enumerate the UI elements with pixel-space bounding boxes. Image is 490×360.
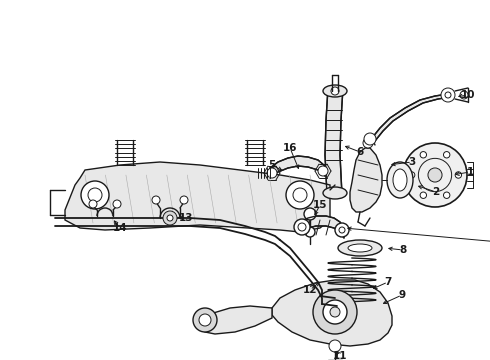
Polygon shape: [270, 156, 325, 178]
Circle shape: [428, 168, 442, 182]
Circle shape: [313, 290, 357, 334]
Text: 10: 10: [461, 90, 475, 100]
Circle shape: [420, 192, 426, 198]
Text: 13: 13: [179, 213, 193, 223]
Circle shape: [323, 300, 347, 324]
Polygon shape: [272, 280, 392, 346]
Circle shape: [286, 181, 314, 209]
Circle shape: [363, 138, 373, 148]
Circle shape: [298, 223, 306, 231]
Circle shape: [167, 215, 173, 221]
Text: 6: 6: [356, 147, 364, 157]
Ellipse shape: [323, 187, 347, 199]
Circle shape: [267, 168, 277, 178]
Ellipse shape: [393, 169, 407, 191]
Circle shape: [294, 219, 310, 235]
Polygon shape: [198, 306, 272, 334]
Circle shape: [163, 211, 177, 225]
Circle shape: [88, 188, 102, 202]
Polygon shape: [350, 148, 382, 212]
Text: 14: 14: [113, 223, 127, 233]
Circle shape: [445, 92, 451, 98]
Text: 7: 7: [384, 277, 392, 287]
Text: 3: 3: [408, 157, 416, 167]
Circle shape: [329, 340, 341, 352]
Text: 5: 5: [269, 160, 275, 170]
Circle shape: [420, 152, 426, 158]
Polygon shape: [65, 162, 330, 232]
Circle shape: [193, 308, 217, 332]
Circle shape: [318, 166, 328, 176]
Text: 8: 8: [399, 245, 407, 255]
Text: 2: 2: [432, 187, 440, 197]
Circle shape: [409, 172, 415, 178]
Circle shape: [339, 227, 345, 233]
Polygon shape: [372, 94, 451, 141]
Circle shape: [180, 196, 188, 204]
Circle shape: [364, 133, 376, 145]
Circle shape: [199, 314, 211, 326]
Circle shape: [81, 181, 109, 209]
Circle shape: [304, 208, 316, 220]
Circle shape: [305, 227, 315, 237]
Ellipse shape: [323, 85, 347, 97]
Text: 16: 16: [283, 143, 297, 153]
Circle shape: [331, 87, 339, 95]
Circle shape: [293, 188, 307, 202]
Circle shape: [460, 91, 468, 99]
Circle shape: [335, 223, 349, 237]
Text: 12: 12: [303, 285, 317, 295]
Circle shape: [443, 192, 450, 198]
Circle shape: [403, 143, 467, 207]
Text: 1: 1: [466, 167, 474, 177]
Polygon shape: [300, 216, 344, 238]
Circle shape: [443, 152, 450, 158]
Text: 11: 11: [333, 351, 347, 360]
Ellipse shape: [387, 162, 413, 198]
Text: 15: 15: [313, 200, 327, 210]
Ellipse shape: [348, 244, 372, 252]
Circle shape: [152, 196, 160, 204]
Circle shape: [89, 200, 97, 208]
Circle shape: [441, 88, 455, 102]
Circle shape: [455, 172, 462, 178]
Ellipse shape: [338, 240, 382, 256]
Circle shape: [113, 200, 121, 208]
Text: 9: 9: [398, 290, 406, 300]
Polygon shape: [325, 88, 343, 195]
Circle shape: [330, 307, 340, 317]
